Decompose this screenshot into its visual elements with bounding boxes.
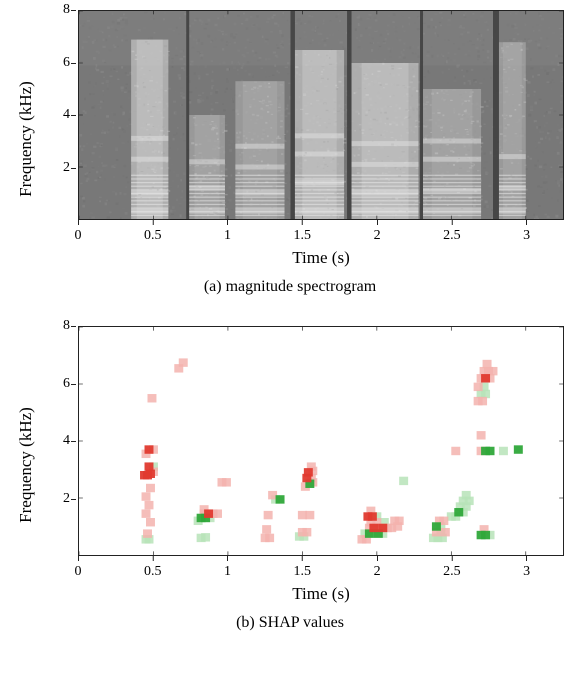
panel-b-xlabel: Time (s) xyxy=(292,584,349,604)
xtick: 3 xyxy=(523,224,530,244)
ytick: 2 xyxy=(30,160,70,176)
panel-b-chart-wrap: Frequency (kHz) 2468 00.511.522.53 Time … xyxy=(16,326,564,604)
xtick: 1.5 xyxy=(294,224,312,244)
xtick: 0 xyxy=(75,224,82,244)
xtick: 0.5 xyxy=(144,560,162,580)
panel-b-plot-area xyxy=(78,326,564,556)
xtick: 2 xyxy=(374,224,381,244)
panel-a-chart-wrap: Frequency (kHz) 2468 00.511.522.53 Time … xyxy=(16,10,564,268)
xtick: 1 xyxy=(224,560,231,580)
xtick: 2.5 xyxy=(443,560,461,580)
panel-b-yticks: 2468 xyxy=(16,326,76,556)
panel-b-caption: (b) SHAP values xyxy=(16,614,564,632)
shap-svg xyxy=(79,327,563,555)
ytick: 4 xyxy=(30,107,70,123)
figure-page: Frequency (kHz) 2468 00.511.522.53 Time … xyxy=(0,0,582,696)
panel-a-xlabel: Time (s) xyxy=(292,248,349,268)
ytick: 2 xyxy=(30,491,70,507)
xtick: 1.5 xyxy=(294,560,312,580)
ytick: 8 xyxy=(30,318,70,334)
ytick: 8 xyxy=(30,2,70,18)
xtick: 0.5 xyxy=(144,224,162,244)
panel-a-yticks: 2468 xyxy=(16,10,76,220)
xtick: 1 xyxy=(224,224,231,244)
xtick: 0 xyxy=(75,560,82,580)
ytick: 4 xyxy=(30,433,70,449)
panel-a-caption: (a) magnitude spectrogram xyxy=(16,278,564,296)
xtick: 3 xyxy=(523,560,530,580)
panel-a: Frequency (kHz) 2468 00.511.522.53 Time … xyxy=(16,10,564,296)
xtick: 2 xyxy=(374,560,381,580)
panel-b: Frequency (kHz) 2468 00.511.522.53 Time … xyxy=(16,326,564,632)
xtick: 2.5 xyxy=(443,224,461,244)
panel-a-plot-area xyxy=(78,10,564,220)
spectrogram-svg xyxy=(79,11,563,219)
ytick: 6 xyxy=(30,376,70,392)
ytick: 6 xyxy=(30,55,70,71)
